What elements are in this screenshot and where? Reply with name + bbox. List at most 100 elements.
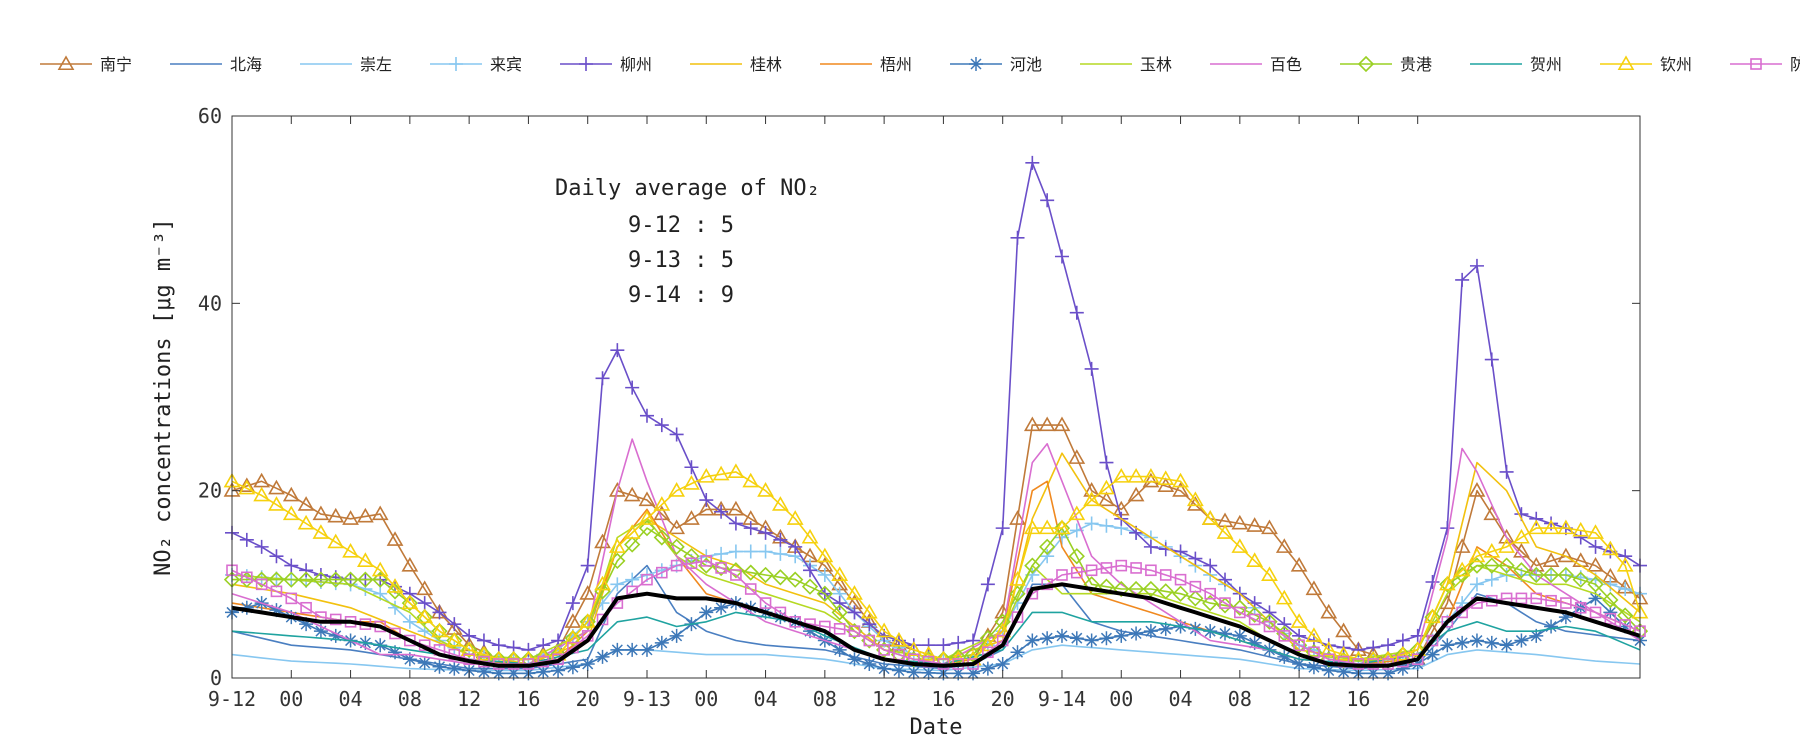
data-point <box>432 605 447 620</box>
data-point <box>283 571 300 588</box>
data-point <box>284 558 299 573</box>
data-point <box>1498 557 1515 574</box>
data-point <box>1069 631 1084 646</box>
data-point <box>893 648 905 661</box>
data-point <box>1366 666 1381 681</box>
legend-item: 防城港 <box>1730 55 1800 74</box>
data-point <box>1083 482 1100 497</box>
data-point <box>862 656 877 671</box>
data-point <box>401 556 419 572</box>
x-tick-label: 16 <box>931 687 955 711</box>
data-point <box>1601 540 1619 556</box>
data-point <box>1114 628 1129 643</box>
data-point <box>1010 645 1025 660</box>
data-point <box>1203 558 1218 573</box>
data-point <box>255 578 268 591</box>
data-point <box>1514 633 1529 648</box>
data-point <box>1305 627 1323 642</box>
data-point <box>1231 514 1249 530</box>
data-point <box>449 57 463 71</box>
data-point <box>639 408 654 423</box>
x-tick-label: 00 <box>279 687 303 711</box>
data-point <box>285 592 298 605</box>
data-point <box>1750 58 1762 70</box>
data-point <box>714 600 729 615</box>
data-point <box>1143 539 1158 554</box>
data-point <box>253 571 270 588</box>
legend-label: 桂林 <box>750 55 782 74</box>
data-point <box>299 563 314 578</box>
data-point <box>402 652 417 667</box>
data-point <box>253 486 271 502</box>
data-point <box>1426 634 1439 647</box>
data-point <box>1040 549 1055 564</box>
data-point <box>862 617 877 632</box>
data-point <box>239 532 254 547</box>
data-point <box>832 642 847 657</box>
data-point <box>1560 597 1572 609</box>
legend-label: 北海 <box>230 55 262 74</box>
data-point <box>1142 472 1160 488</box>
data-point <box>327 533 345 549</box>
data-point <box>654 635 669 650</box>
data-point <box>447 661 462 676</box>
data-point <box>1099 631 1114 646</box>
data-point <box>401 594 418 612</box>
data-point <box>1231 538 1249 553</box>
data-point <box>624 536 641 553</box>
data-point <box>1293 639 1305 652</box>
data-point <box>1542 566 1560 584</box>
data-point <box>1455 272 1470 287</box>
data-point <box>787 571 804 588</box>
data-point <box>1321 663 1336 678</box>
data-point <box>936 638 951 653</box>
series-average <box>231 582 1641 668</box>
legend-label: 防城港 <box>1790 55 1800 74</box>
data-point <box>1261 566 1278 582</box>
data-point <box>1542 552 1560 567</box>
data-point <box>491 638 506 653</box>
data-point <box>253 472 271 488</box>
series-钦州 <box>223 463 1649 666</box>
data-point <box>386 578 404 593</box>
legend-item: 百色 <box>1210 55 1302 74</box>
data-point <box>610 642 625 657</box>
data-point <box>1023 519 1041 535</box>
data-point <box>417 596 432 611</box>
data-point <box>564 630 582 647</box>
data-point <box>1484 352 1499 367</box>
data-point <box>1468 482 1486 497</box>
legend-item: 钦州 <box>1600 55 1692 74</box>
data-point <box>1187 590 1204 607</box>
data-point <box>1290 613 1308 628</box>
data-point <box>300 601 312 614</box>
data-point <box>757 566 774 584</box>
data-point <box>1528 566 1545 584</box>
data-point <box>1357 55 1375 73</box>
data-point <box>1068 449 1086 464</box>
data-point <box>1394 645 1412 661</box>
data-point <box>239 600 254 615</box>
x-tick-label: 00 <box>1109 687 1133 711</box>
data-point <box>608 538 626 553</box>
data-point <box>1527 519 1545 535</box>
x-tick-label: 20 <box>576 687 600 711</box>
data-point <box>1425 574 1440 589</box>
plot-frame <box>231 115 1641 679</box>
data-point <box>1277 649 1292 664</box>
data-point <box>491 666 506 681</box>
data-point <box>920 645 937 661</box>
data-point <box>327 507 345 523</box>
data-point <box>1025 155 1040 170</box>
data-point <box>831 566 849 582</box>
data-point <box>1290 556 1308 572</box>
data-point <box>639 642 654 657</box>
data-point <box>1617 55 1635 71</box>
data-point <box>656 566 668 579</box>
data-point <box>595 649 610 664</box>
data-point <box>1083 491 1100 507</box>
data-point <box>1010 230 1025 245</box>
x-tick-label: 08 <box>1228 687 1252 711</box>
data-point <box>1335 645 1352 661</box>
